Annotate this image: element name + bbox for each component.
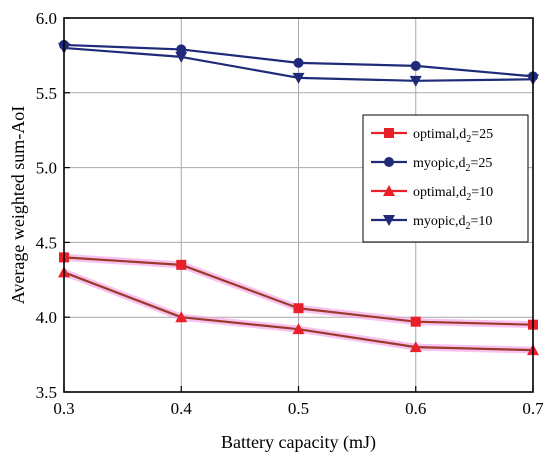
data-point — [409, 75, 422, 87]
y-tick-label: 3.5 — [36, 383, 57, 402]
legend: optimal,d2=25 myopic,d2=25 optimal,d2=10 my… — [362, 114, 529, 243]
legend-label: optimal,d2=10 — [413, 185, 493, 203]
data-point — [292, 323, 305, 335]
y-tick-label: 4.0 — [36, 308, 57, 327]
legend-label: optimal,d2=25 — [413, 127, 493, 145]
data-point — [176, 259, 187, 270]
y-tick-label: 5.5 — [36, 84, 57, 103]
legend-entry: optimal,d2=10 — [371, 185, 493, 203]
legend-entry: myopic,d2=10 — [371, 214, 492, 232]
legend-entry: myopic,d2=25 — [371, 156, 492, 174]
x-tick-label: 0.6 — [405, 399, 426, 418]
data-point — [409, 341, 422, 353]
data-point — [292, 72, 305, 84]
data-point — [175, 311, 188, 323]
legend-marker — [383, 215, 395, 226]
legend-marker — [383, 185, 395, 196]
data-point — [293, 57, 304, 68]
data-point — [410, 316, 421, 327]
ticks: 0.3 0.4 0.5 0.6 0.7 3.5 4.0 4.5 5.0 5.5 6.0 — [36, 9, 544, 418]
data-point — [293, 303, 304, 314]
data-point — [410, 60, 421, 71]
legend-label: myopic,d2=25 — [413, 156, 492, 174]
y-tick-label: 6.0 — [36, 9, 57, 28]
y-axis-label: Average weighted sum-AoI — [8, 106, 28, 305]
x-tick-label: 0.3 — [53, 399, 74, 418]
x-axis-label: Battery capacity (mJ) — [221, 432, 376, 453]
series-layer — [58, 39, 539, 356]
data-point — [175, 51, 188, 63]
legend-label: myopic,d2=10 — [413, 214, 492, 232]
x-tick-label: 0.7 — [522, 399, 544, 418]
legend-marker — [384, 157, 394, 167]
x-tick-label: 0.5 — [288, 399, 309, 418]
legend-entry: optimal,d2=25 — [371, 127, 493, 145]
y-tick-label: 5.0 — [36, 159, 57, 178]
x-tick-label: 0.4 — [171, 399, 193, 418]
y-tick-label: 4.5 — [36, 233, 57, 252]
legend-marker — [384, 128, 394, 138]
